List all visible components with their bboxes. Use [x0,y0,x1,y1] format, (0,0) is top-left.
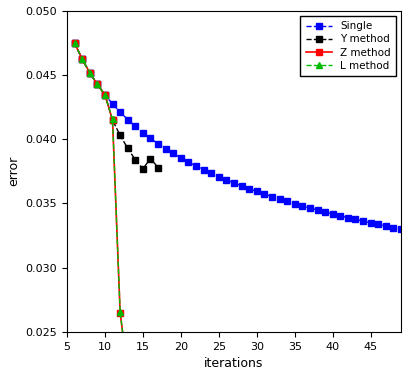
Line: Y method: Y method [72,40,161,172]
Single [163,147,168,151]
Single [330,211,335,216]
L method [118,310,122,314]
Y method [133,158,138,162]
L method [163,374,168,377]
Single [194,164,199,168]
Z method [118,310,122,315]
Single [254,189,259,194]
Y method [140,167,145,171]
L method [148,374,153,377]
L method [80,57,84,61]
Z method [80,57,84,61]
L method [72,41,77,45]
Y method [87,70,92,75]
Y method [110,118,115,122]
Single [232,181,237,185]
Z method [155,375,160,377]
Z method [87,70,92,75]
Single [155,141,160,146]
Single [201,167,206,172]
Single [346,215,350,220]
Single [102,92,107,97]
L method [155,374,160,377]
Y method [72,41,77,45]
Z method [140,375,145,377]
Single [292,201,297,206]
L method [102,92,107,97]
Single [384,224,388,228]
Single [110,101,115,106]
Single [80,57,84,61]
L method [140,374,145,377]
Y method [80,57,84,61]
Single [72,41,77,45]
Single [247,187,252,191]
L method [87,70,92,75]
Single [376,222,381,227]
Single [178,156,183,160]
Single [262,192,267,196]
Single [186,160,191,164]
Z method [95,82,100,87]
Single [239,184,244,188]
Single [361,219,366,224]
Single [391,225,396,230]
Single [323,210,328,214]
L method [95,82,100,87]
Single [338,213,343,218]
Single [285,199,290,204]
Z method [163,375,168,377]
Single [399,227,404,231]
Z method [148,375,153,377]
Y method [118,133,122,138]
L method [133,374,138,377]
Line: Z method: Z method [72,40,169,377]
Line: Single: Single [72,40,404,232]
Y method [125,146,130,150]
Y method [95,82,100,87]
Single [353,217,358,222]
Z method [102,92,107,97]
Single [300,204,305,208]
Z method [133,374,138,377]
Y method [102,92,107,97]
Z method [125,371,130,375]
Legend: Single, Y method, Z method, L method: Single, Y method, Z method, L method [300,16,396,76]
Single [270,195,275,199]
L method [110,117,115,122]
Y method [155,165,160,170]
Single [315,208,320,212]
Single [368,221,373,225]
L method [125,370,130,374]
Single [133,124,138,129]
Single [140,130,145,135]
Z method [72,41,77,45]
Y-axis label: error: error [7,156,20,187]
Single [118,110,122,114]
Single [209,171,214,176]
Single [277,197,282,201]
Single [95,82,100,87]
Single [87,70,92,75]
Line: L method: L method [71,40,169,377]
Single [216,175,221,179]
Single [171,151,176,156]
Y method [148,156,153,161]
Z method [110,118,115,122]
Single [148,136,153,141]
Single [125,117,130,122]
X-axis label: iterations: iterations [204,357,264,370]
Single [224,178,229,182]
Single [308,206,313,210]
